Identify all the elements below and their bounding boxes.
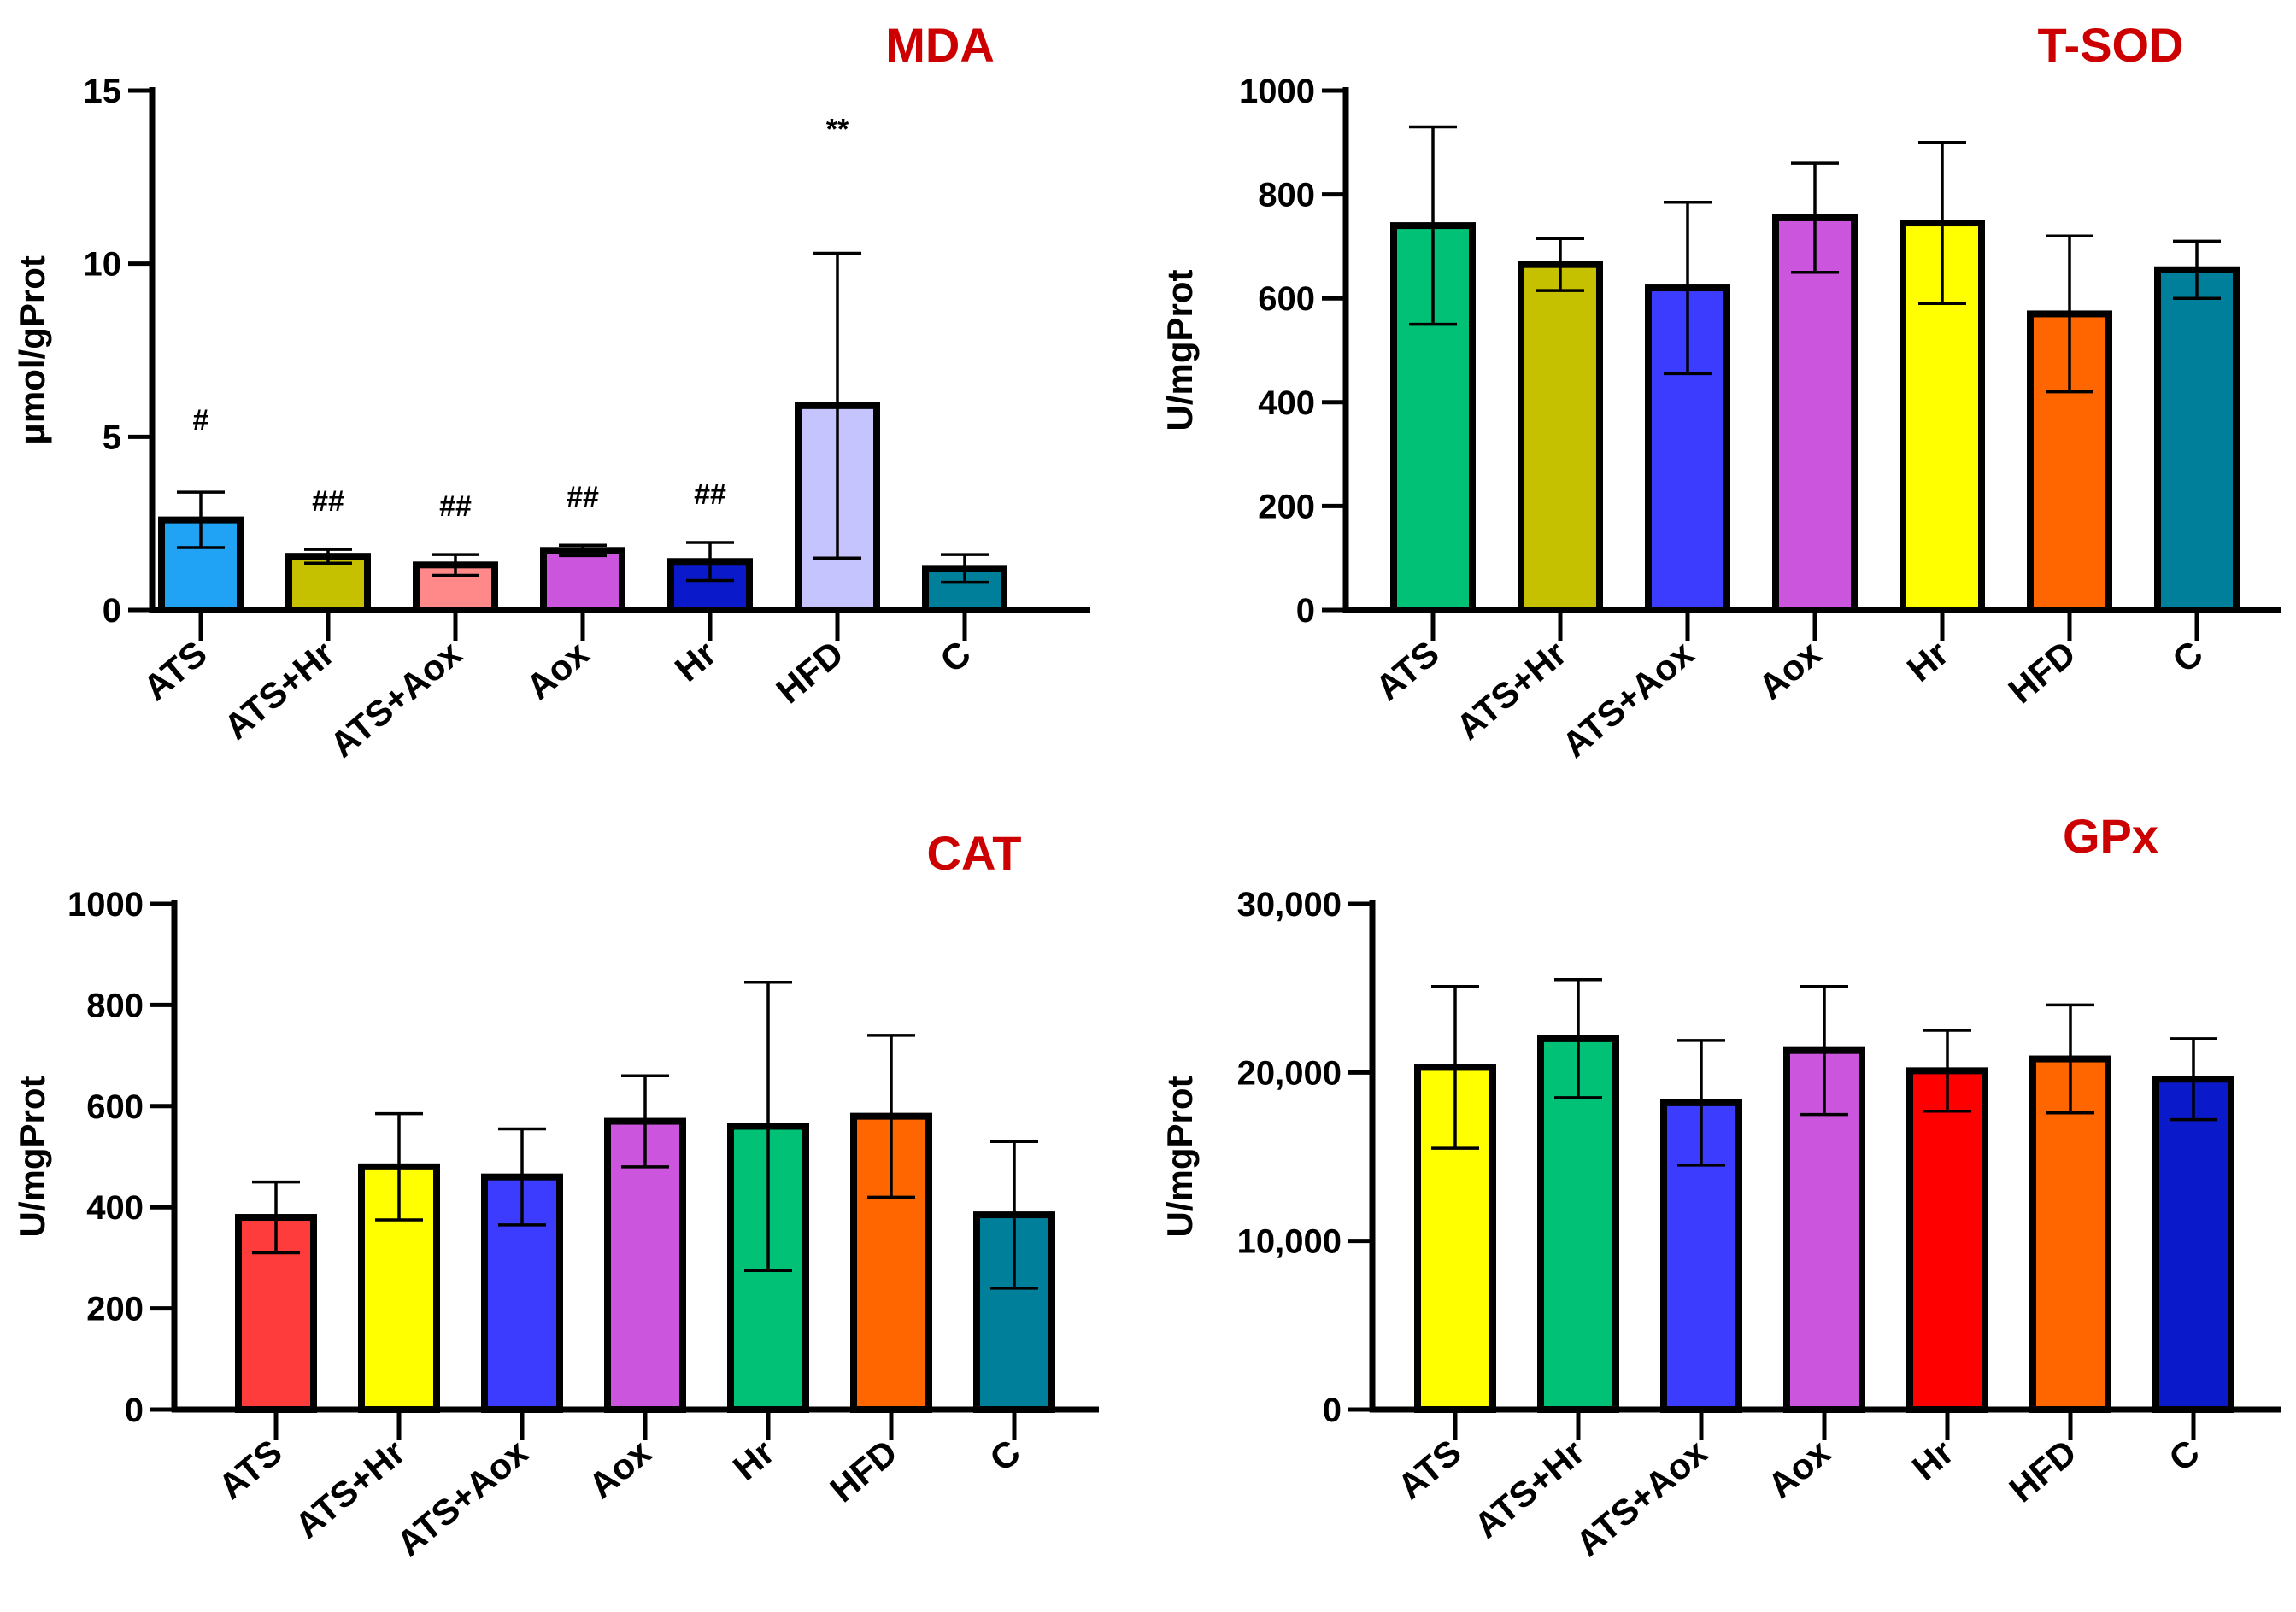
y-tick-label: 400 [86,1189,144,1227]
y-tick-label: 600 [1258,280,1315,318]
x-tick-label: C [982,1432,1027,1480]
bar-aox [540,547,625,613]
significance-mark: ## [439,490,472,523]
y-axis-label: U/mgProt [1160,269,1200,431]
y-axis-label: U/mgProt [1160,1076,1200,1237]
x-tick-label: Aox [519,632,596,706]
error-bar [2170,1037,2217,1122]
error-bar [1677,1039,1725,1167]
y-tick-label: 10 [84,246,122,284]
significance-mark: ## [567,481,599,513]
error-bar [1664,200,1712,376]
y-tick-label: 30,000 [1237,886,1342,923]
x-tick-label: ATS+Hr [216,633,342,747]
x-tick-label: ATS+Aox [1554,632,1701,765]
y-tick-label: 200 [86,1291,144,1328]
significance-mark: ## [694,478,726,511]
y-tick-label: 5 [103,419,121,456]
y-tick-label: 0 [1323,1392,1342,1429]
error-bar [1918,141,1966,306]
x-tick-label: Hr [725,1432,782,1488]
x-tick-label: Aox [1760,1431,1838,1505]
x-tick-label: HFD [2000,633,2082,711]
x-tick-label: Hr [667,633,724,689]
x-tick-label: ATS [136,633,214,708]
error-bar [177,490,225,549]
error-bar [813,251,861,560]
x-tick-label: HFD [768,633,850,711]
error-bar [621,1074,669,1169]
chart-title: CAT [927,826,1022,880]
y-tick-label: 600 [86,1088,144,1126]
y-tick-label: 400 [1258,384,1315,422]
bar-hr [1906,1067,1988,1413]
error-bar [1554,978,1602,1099]
significance-mark: # [193,404,209,437]
significance-mark: ## [312,485,344,518]
error-bar [941,553,989,584]
bar-ats-hr [1518,261,1603,613]
x-tick-label: ATS [1368,633,1447,708]
error-bar [2046,234,2093,394]
error-bar [1431,984,1479,1150]
error-bar [375,1111,423,1222]
chart-title: T-SOD [2037,18,2183,72]
bar-c [2152,1076,2234,1414]
error-bar [1409,125,1457,326]
y-tick-label: 0 [1296,592,1315,630]
error-bar [1791,161,1839,274]
x-tick-label: Hr [1905,1432,1961,1488]
x-tick-label: HFD [2001,1432,2083,1509]
error-bar [304,548,352,566]
x-tick-label: ATS [1390,1432,1469,1507]
y-axis-label: U/mgProt [12,1076,52,1237]
error-bar [2046,1003,2094,1115]
error-bar [2173,239,2221,300]
x-tick-label: Hr [1900,633,1956,689]
error-bar [498,1127,546,1227]
error-bar [1800,984,1848,1117]
error-bar [252,1180,300,1255]
error-bar [559,543,607,558]
x-tick-label: ATS+Hr [1448,633,1574,747]
x-tick-label: ATS+Aox [322,632,469,765]
x-tick-label: ATS+Aox [389,1431,536,1563]
y-tick-label: 800 [86,987,144,1024]
error-bar [990,1140,1038,1290]
error-bar [686,541,734,583]
chart-title: MDA [885,18,995,72]
chart-title: GPx [2063,809,2158,863]
error-bar [744,981,792,1272]
x-tick-label: ATS [211,1432,290,1507]
y-axis-label: μmol/gProt [12,255,52,445]
y-tick-label: 10,000 [1237,1223,1342,1261]
y-tick-label: 200 [1258,488,1315,525]
y-tick-label: 15 [84,73,122,110]
x-tick-label: ATS+Aox [1568,1431,1715,1563]
y-tick-label: 0 [125,1392,144,1429]
bar-c [2154,266,2240,613]
y-tick-label: 0 [103,592,121,630]
y-tick-label: 800 [1258,177,1315,214]
chart-mda: MDA μmol/gProt # ATS ## ATS+Hr ## ATS+Aox ## Aox #… [12,18,1090,765]
x-tick-label: C [2164,633,2210,681]
bar-aox [1772,214,1858,614]
x-tick-label: C [932,633,978,681]
y-tick-label: 1000 [1239,73,1315,110]
error-bar [1536,237,1584,292]
x-tick-label: HFD [822,1432,904,1509]
x-tick-label: C [2161,1432,2206,1480]
error-bar [432,553,479,577]
y-tick-label: 1000 [68,886,144,923]
significance-mark: ** [826,114,849,146]
x-tick-label: Aox [1751,632,1829,706]
error-bar [1923,1029,1971,1113]
y-tick-label: 20,000 [1237,1054,1342,1092]
error-bar [867,1034,915,1199]
x-tick-label: Aox [581,1431,659,1505]
